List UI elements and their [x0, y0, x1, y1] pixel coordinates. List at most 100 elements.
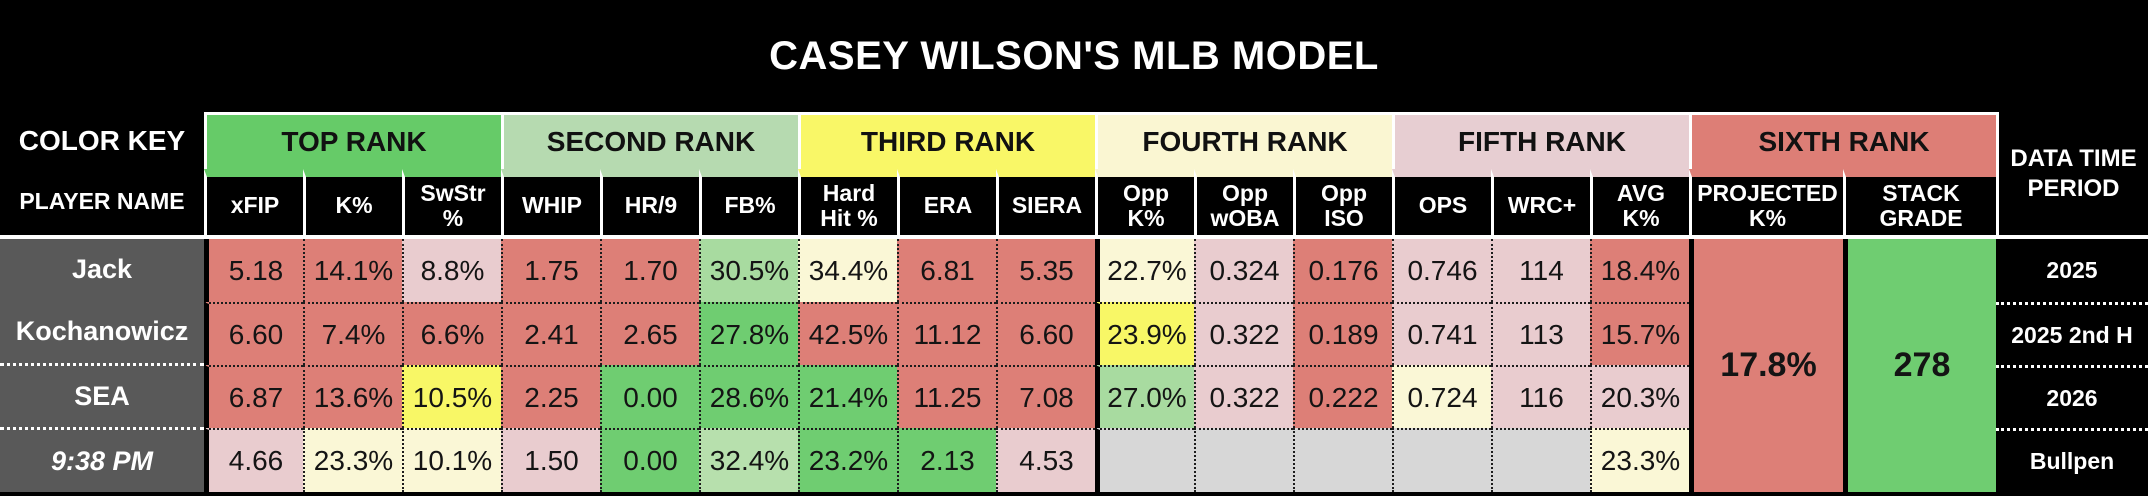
projected-k-cell: 17.8% — [1689, 239, 1843, 492]
stat-cell: 2.41 — [501, 302, 600, 365]
title-bar: CASEY WILSON'S MLB MODEL — [0, 0, 2148, 112]
stat-cell: 13.6% — [303, 365, 402, 428]
stat-cell: 114 — [1491, 239, 1590, 302]
rank-group-3: THIRD RANK — [798, 112, 1095, 169]
stat-cell — [1095, 428, 1194, 492]
column-header-fb-: FB% — [699, 169, 798, 239]
stat-cell: 34.4% — [798, 239, 897, 302]
stat-cell: 27.0% — [1095, 365, 1194, 428]
column-header-swstr-: SwStr % — [402, 169, 501, 239]
stat-cell: 0.189 — [1293, 302, 1392, 365]
stat-cell — [1293, 428, 1392, 492]
rank-group-5: FIFTH RANK — [1392, 112, 1689, 169]
stat-cell: 11.25 — [897, 365, 996, 428]
stat-cell: 7.08 — [996, 365, 1095, 428]
stat-cell: 21.4% — [798, 365, 897, 428]
player-panel: Jack Kochanowicz SEA 9:38 PM — [0, 239, 204, 492]
stat-cell: 0.322 — [1194, 302, 1293, 365]
column-header-stack-grade: STACK GRADE — [1843, 169, 1996, 239]
stat-cell: 23.2% — [798, 428, 897, 492]
column-header-wrc-: WRC+ — [1491, 169, 1590, 239]
stat-cell: 6.60 — [204, 302, 303, 365]
stat-cell: 113 — [1491, 302, 1590, 365]
stat-cell: 1.70 — [600, 239, 699, 302]
game-time: 9:38 PM — [0, 427, 204, 492]
page-title: CASEY WILSON'S MLB MODEL — [769, 33, 1379, 78]
column-header-opp-iso: Opp ISO — [1293, 169, 1392, 239]
stat-cell: 116 — [1491, 365, 1590, 428]
column-header-opp-k-: Opp K% — [1095, 169, 1194, 239]
stat-cell: 0.324 — [1194, 239, 1293, 302]
period-cell: 2025 2nd H — [1996, 302, 2148, 365]
period-cell: 2025 — [1996, 239, 2148, 302]
column-header-ops: OPS — [1392, 169, 1491, 239]
stat-cell — [1194, 428, 1293, 492]
stat-cell: 4.53 — [996, 428, 1095, 492]
stat-cell: 6.87 — [204, 365, 303, 428]
stat-cell: 6.6% — [402, 302, 501, 365]
column-header-opp-woba: Opp wOBA — [1194, 169, 1293, 239]
period-cell: Bullpen — [1996, 428, 2148, 492]
stat-cell: 0.322 — [1194, 365, 1293, 428]
column-header-projected-k-: PROJECTED K% — [1689, 169, 1843, 239]
stat-cell: 20.3% — [1590, 365, 1689, 428]
stat-cell: 5.18 — [204, 239, 303, 302]
stat-cell: 6.60 — [996, 302, 1095, 365]
stat-cell: 0.00 — [600, 428, 699, 492]
rank-group-2: SECOND RANK — [501, 112, 798, 169]
data-time-period-header: DATA TIME PERIOD — [1996, 112, 2148, 239]
stat-cell: 0.746 — [1392, 239, 1491, 302]
stat-cell: 0.724 — [1392, 365, 1491, 428]
rank-group-4: FOURTH RANK — [1095, 112, 1392, 169]
stat-cell: 32.4% — [699, 428, 798, 492]
stack-grade-cell: 278 — [1843, 239, 1996, 492]
stat-cell: 28.6% — [699, 365, 798, 428]
player-team: SEA — [0, 362, 204, 428]
player-name-line2: Kochanowicz — [15, 316, 189, 347]
stat-cell: 4.66 — [204, 428, 303, 492]
stat-cell: 1.75 — [501, 239, 600, 302]
column-header-k-: K% — [303, 169, 402, 239]
stat-cell: 18.4% — [1590, 239, 1689, 302]
player-name-line1: Jack — [71, 254, 133, 285]
column-header-siera: SIERA — [996, 169, 1095, 239]
stat-cell: 1.50 — [501, 428, 600, 492]
stat-cell: 2.13 — [897, 428, 996, 492]
stat-cell: 23.9% — [1095, 302, 1194, 365]
color-key-label: COLOR KEY — [0, 112, 204, 169]
rank-group-1: TOP RANK — [204, 112, 501, 169]
stat-cell: 0.176 — [1293, 239, 1392, 302]
stat-cell — [1392, 428, 1491, 492]
column-header-xfip: xFIP — [204, 169, 303, 239]
column-header-whip: WHIP — [501, 169, 600, 239]
stat-cell: 23.3% — [303, 428, 402, 492]
stat-cell: 10.5% — [402, 365, 501, 428]
stat-cell: 6.81 — [897, 239, 996, 302]
column-header-hr-9: HR/9 — [600, 169, 699, 239]
stat-cell: 30.5% — [699, 239, 798, 302]
stat-cell: 22.7% — [1095, 239, 1194, 302]
stat-cell: 7.4% — [303, 302, 402, 365]
stat-cell: 0.00 — [600, 365, 699, 428]
column-header-avg-k-: AVG K% — [1590, 169, 1689, 239]
stat-cell: 2.65 — [600, 302, 699, 365]
stat-cell: 27.8% — [699, 302, 798, 365]
column-header-hard-hit-: Hard Hit % — [798, 169, 897, 239]
stat-cell: 10.1% — [402, 428, 501, 492]
rank-group-6: SIXTH RANK — [1689, 112, 1996, 169]
column-header-era: ERA — [897, 169, 996, 239]
stat-cell: 5.35 — [996, 239, 1095, 302]
stat-cell: 0.741 — [1392, 302, 1491, 365]
period-cell: 2026 — [1996, 365, 2148, 428]
stat-cell: 23.3% — [1590, 428, 1689, 492]
mlb-model-table: COLOR KEY TOP RANK SECOND RANK THIRD RANK F… — [0, 112, 2148, 492]
stat-cell: 11.12 — [897, 302, 996, 365]
stat-cell: 15.7% — [1590, 302, 1689, 365]
stat-cell: 42.5% — [798, 302, 897, 365]
stat-cell: 2.25 — [501, 365, 600, 428]
stat-cell: 0.222 — [1293, 365, 1392, 428]
stat-cell: 8.8% — [402, 239, 501, 302]
stat-cell: 14.1% — [303, 239, 402, 302]
stat-cell — [1491, 428, 1590, 492]
column-header-player-name: PLAYER NAME — [0, 169, 204, 239]
